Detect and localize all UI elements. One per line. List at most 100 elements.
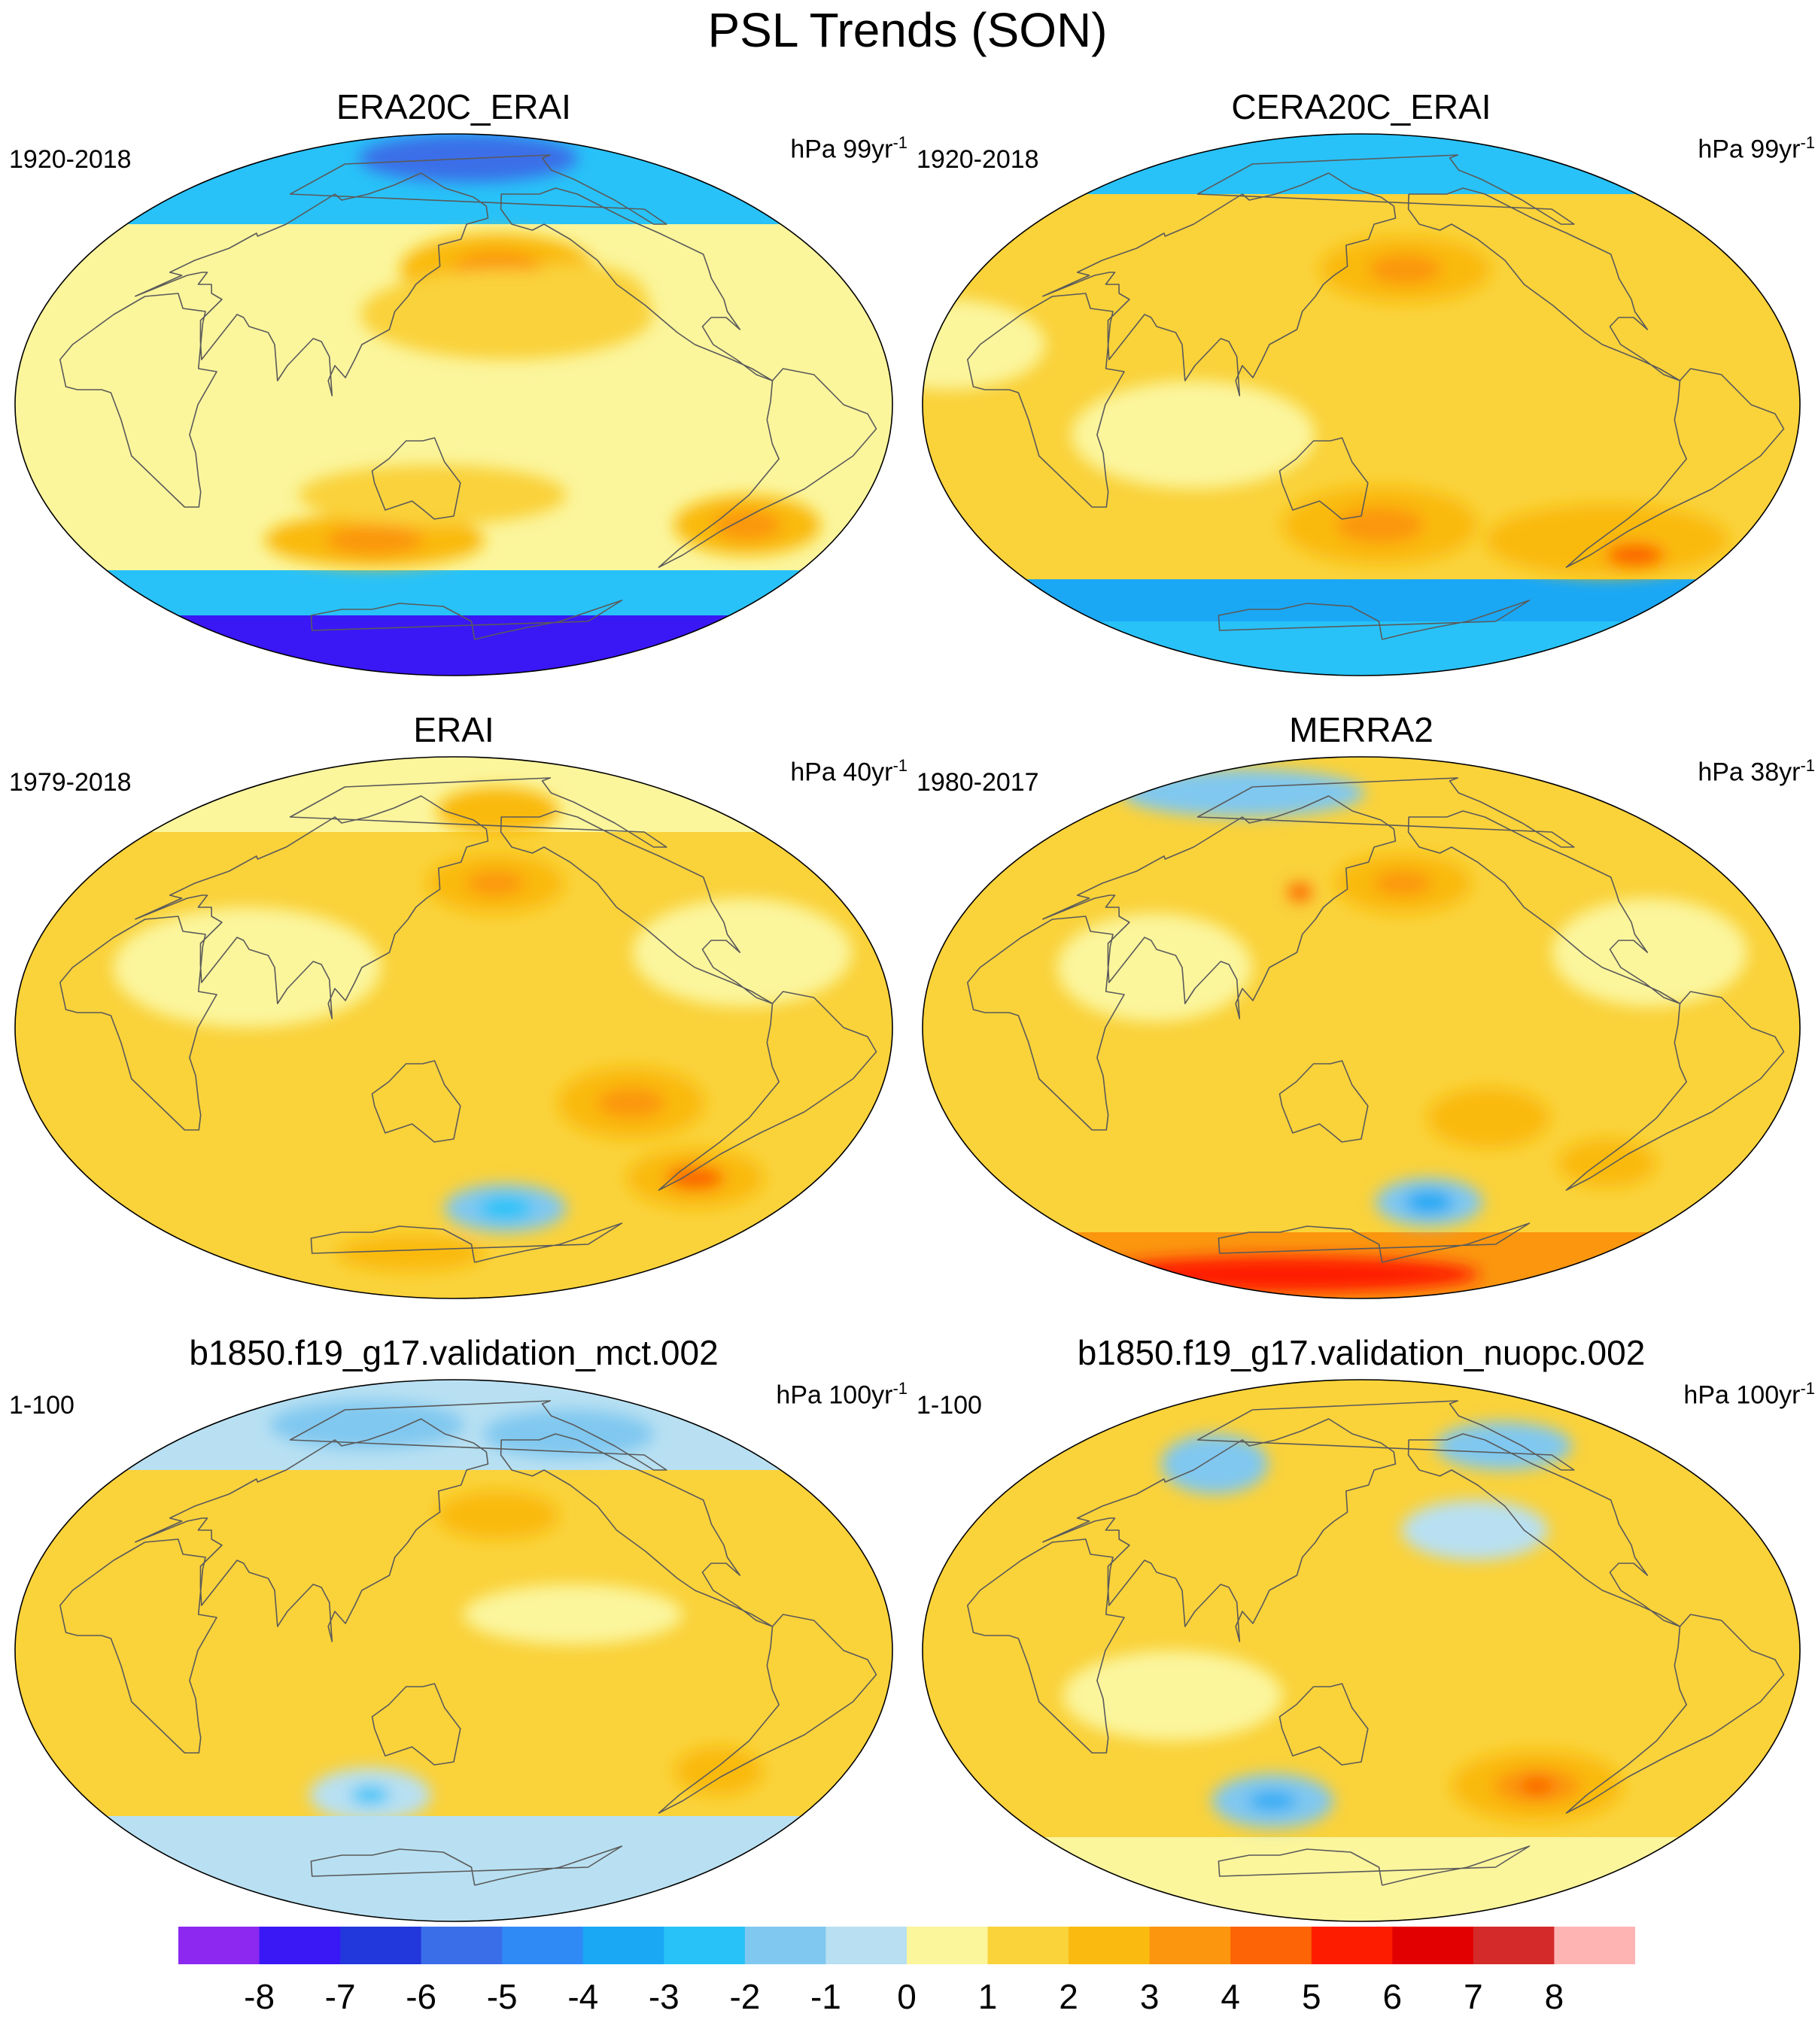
units-label: hPa 99yr-1 — [1439, 128, 1815, 164]
coastline-greenland — [1196, 777, 1575, 848]
trend-anomaly — [501, 263, 648, 336]
colorbar-swatch — [502, 1927, 584, 1964]
colorbar-swatch — [1230, 1927, 1312, 1964]
trend-field — [15, 1380, 892, 1921]
map-panel-validation-mct: b1850.f19_g17.validation_mct.002 1-100 h… — [0, 1246, 908, 1922]
map-cera20c-erai — [922, 133, 1801, 676]
coastline-greenland — [1196, 1400, 1575, 1471]
period-label: 1980-2017 — [917, 768, 1039, 797]
panel-title: b1850.f19_g17.validation_nuopc.002 — [1077, 1333, 1646, 1372]
coastline-antarctica — [310, 1222, 623, 1263]
colorbar-swatch — [582, 1927, 664, 1964]
trend-band — [923, 579, 1800, 621]
units-prefix: hPa — [776, 1380, 822, 1410]
colorbar-swatch — [744, 1927, 827, 1964]
period-label: 1-100 — [917, 1391, 982, 1420]
coastlines — [59, 777, 877, 1263]
coastline-africa — [967, 293, 1125, 508]
colorbar-tick-label: 1 — [977, 1977, 998, 2016]
coastline-samerica — [658, 991, 877, 1191]
map-era20c-erai — [14, 133, 893, 676]
colorbar-swatch — [178, 1927, 260, 1964]
units-value: 99yr — [1750, 135, 1801, 164]
colorbar-tick-label: 2 — [1059, 1977, 1078, 2016]
colorbar-labels: -8 -7 -6 -5 -4 -3 -2 -1 0 1 2 3 4 5 6 7 8 — [0, 1976, 1815, 2021]
units-exponent: -1 — [1800, 1379, 1815, 1398]
coastline-namerica — [1407, 810, 1681, 1004]
units-label: hPa 40yr-1 — [531, 751, 908, 787]
period-label: 1920-2018 — [917, 145, 1039, 174]
period-label: 1-100 — [9, 1391, 74, 1420]
colorbar-tick-label: 8 — [1544, 1977, 1564, 2016]
trend-anomaly — [326, 525, 424, 555]
units-exponent: -1 — [892, 1379, 908, 1398]
coastline-australia — [1278, 437, 1369, 520]
colorbar-tick-label: -6 — [406, 1977, 437, 2016]
coastline-greenland — [289, 777, 667, 848]
coastline-antarctica — [310, 600, 623, 640]
trend-anomaly — [466, 871, 525, 895]
coastline-australia — [371, 1683, 461, 1766]
map-border — [922, 756, 1801, 1299]
coastline-antarctica — [1218, 600, 1531, 640]
trend-anomaly — [1401, 1500, 1549, 1560]
colorbar-tick-label: -4 — [567, 1977, 599, 2016]
trend-anomaly — [1373, 871, 1433, 895]
trend-anomaly — [269, 1401, 465, 1449]
coastline-africa — [967, 916, 1125, 1131]
colorbar-swatch — [421, 1927, 503, 1964]
trend-anomaly — [479, 1196, 533, 1220]
colorbar-tick-label: -5 — [486, 1977, 518, 2016]
map-border — [14, 1379, 893, 1922]
coastline-antarctica — [1218, 1222, 1531, 1263]
coastline-namerica — [1407, 187, 1681, 381]
trend-anomaly — [436, 1491, 559, 1539]
trend-anomaly — [713, 510, 782, 540]
coastlines — [967, 1400, 1785, 1886]
coastlines — [59, 1400, 877, 1886]
map-border — [922, 133, 1801, 676]
map-erai — [14, 756, 893, 1299]
trend-anomaly — [436, 787, 559, 835]
colorbar-swatch — [1069, 1927, 1151, 1964]
colorbar-swatch — [907, 1927, 989, 1964]
coastline-australia — [371, 437, 461, 520]
panel-title: ERAI — [413, 710, 494, 749]
colorbar-tick-label: -7 — [324, 1977, 356, 2016]
units-label: hPa 99yr-1 — [531, 128, 908, 164]
units-value: 99yr — [843, 135, 893, 164]
colorbar-swatch — [1149, 1927, 1231, 1964]
units-value: 100yr — [1736, 1380, 1801, 1410]
trend-field — [923, 1380, 1800, 1921]
coastlines — [967, 777, 1785, 1263]
trend-anomaly — [483, 1410, 655, 1458]
coastline-greenland — [289, 154, 667, 225]
trend-field — [923, 757, 1800, 1298]
coastline-eurasia — [134, 795, 489, 1019]
map-validation-nuopc — [922, 1379, 1801, 1922]
map-panel-cera20c-erai: CERA20C_ERAI 1920-2018 hPa 99yr-1 — [908, 0, 1815, 676]
map-border — [922, 1379, 1801, 1922]
units-value: 38yr — [1750, 758, 1801, 787]
units-prefix: hPa — [1698, 758, 1744, 787]
colorbar-swatch — [825, 1927, 908, 1964]
panel-title: CERA20C_ERAI — [1231, 87, 1491, 126]
map-panel-era20c-erai: ERA20C_ERAI 1920-2018 hPa 99yr-1 — [0, 0, 908, 676]
trend-anomaly — [1404, 1190, 1454, 1214]
trend-field — [15, 134, 892, 676]
trend-anomaly — [1160, 1434, 1269, 1494]
colorbar-swatch — [1554, 1927, 1635, 1964]
coastline-australia — [371, 1060, 461, 1143]
colorbar-tick-label: 0 — [897, 1977, 917, 2016]
trend-background — [923, 1380, 1800, 1921]
coastline-greenland — [289, 1400, 667, 1471]
trend-band — [15, 1816, 892, 1921]
coastlines — [967, 154, 1785, 640]
trend-anomaly — [1558, 1139, 1656, 1187]
coastline-samerica — [1565, 1614, 1785, 1814]
trend-anomaly — [1248, 1792, 1297, 1810]
trend-anomaly — [113, 907, 382, 1028]
trend-anomaly — [1368, 254, 1442, 284]
trend-anomaly — [1605, 543, 1665, 567]
coastlines — [59, 154, 877, 640]
